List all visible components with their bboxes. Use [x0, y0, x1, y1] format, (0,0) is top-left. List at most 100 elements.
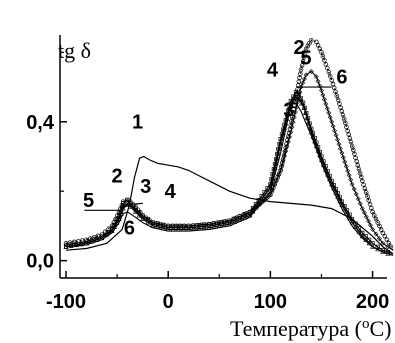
- series-4-point: [298, 100, 305, 106]
- series-4-point: [302, 110, 309, 115]
- series-4-point: [301, 105, 307, 110]
- series-2-point: [361, 182, 366, 187]
- series-4-point: [341, 206, 348, 212]
- series-5-point: [319, 88, 324, 93]
- series-5-point: [278, 167, 284, 173]
- series-4-point: [339, 202, 345, 207]
- series-5-point: [313, 74, 319, 80]
- series-number-label: 1: [132, 112, 143, 134]
- series-5-point: [276, 172, 282, 178]
- series-number-label: 4: [267, 60, 279, 82]
- series-number-label: 2: [293, 37, 304, 59]
- x-tick-label: 100: [254, 291, 287, 313]
- series-5-point: [267, 192, 273, 198]
- series-2-point: [314, 39, 319, 45]
- series-5-point: [370, 226, 376, 232]
- series-2-point: [317, 46, 323, 52]
- series-5-point: [99, 233, 105, 239]
- series-5-point: [308, 68, 314, 74]
- series-5-point: [366, 218, 371, 224]
- series-number-label: 6: [336, 67, 347, 89]
- series-4-point: [140, 216, 146, 221]
- series-2-point: [363, 190, 369, 195]
- series-4-point: [305, 119, 311, 125]
- series-5-point: [326, 110, 332, 116]
- series-4-point: [145, 219, 151, 225]
- series-4-point: [352, 224, 359, 229]
- series-5-point: [257, 201, 263, 207]
- series-5-point: [349, 181, 355, 187]
- series-5-point: [120, 204, 126, 210]
- series-2-point: [309, 37, 314, 43]
- series-2-point: [330, 81, 336, 87]
- series-number-label: 3: [283, 100, 294, 122]
- series-5-point: [335, 137, 340, 143]
- series-5-point: [191, 224, 197, 230]
- series-2-point: [378, 227, 384, 232]
- series-5-point: [355, 196, 361, 202]
- series-2-point: [377, 223, 382, 229]
- series-2-point: [322, 58, 327, 63]
- series-2-point: [315, 43, 321, 48]
- series-5-point: [145, 218, 151, 224]
- series-2-point: [351, 147, 356, 153]
- series-2-point: [358, 174, 364, 180]
- series-2-point: [384, 237, 390, 243]
- series-5-point: [368, 222, 373, 228]
- series-5-point: [272, 182, 277, 188]
- series-5-point: [124, 200, 130, 206]
- series-4-point: [273, 160, 279, 165]
- series-5-point: [315, 78, 321, 84]
- series-4-point: [304, 114, 310, 120]
- series-5-point: [321, 97, 327, 102]
- series-2-point: [370, 209, 375, 215]
- series-5-point: [343, 163, 349, 169]
- series-5-point: [160, 224, 166, 229]
- series-2-point: [348, 139, 354, 145]
- series-5-point: [385, 244, 391, 250]
- series-5-point: [78, 239, 84, 245]
- series-5-point: [242, 213, 248, 219]
- series-2-point: [382, 234, 388, 239]
- series-2-point: [380, 230, 386, 236]
- series-4-point: [279, 135, 285, 140]
- series-2-point: [319, 50, 324, 55]
- series-2-point: [365, 194, 370, 199]
- x-tick-label: 200: [356, 291, 389, 313]
- series-5-point: [289, 124, 295, 130]
- series-5-point: [353, 191, 359, 197]
- series-number-label: 5: [83, 190, 94, 212]
- series-5-point: [155, 222, 161, 228]
- series-2-point: [338, 105, 343, 110]
- series-5-point: [111, 222, 117, 228]
- series-5-point: [357, 201, 363, 207]
- series-5-point: [295, 99, 301, 105]
- series-5-point: [104, 230, 110, 236]
- series-2-point: [366, 198, 371, 203]
- x-axis-label-unit: C): [369, 316, 391, 341]
- x-axis-label-degree: o: [362, 316, 370, 332]
- series-6: [65, 101, 394, 256]
- series-5-point: [150, 221, 156, 227]
- series-5-point: [283, 148, 289, 154]
- series-4-point: [280, 130, 286, 135]
- series-5-point: [285, 139, 291, 145]
- series-number-label: 3: [140, 176, 151, 198]
- series-4-point: [275, 149, 281, 155]
- series-5-point: [63, 242, 69, 248]
- series-5-point: [300, 80, 306, 86]
- series-2-point: [354, 159, 359, 164]
- series-5-point: [118, 209, 124, 215]
- series-4-point: [68, 243, 74, 248]
- series-5: [63, 68, 394, 251]
- series-5-point: [181, 225, 186, 231]
- series-2-point: [344, 124, 349, 130]
- series-5-point: [280, 158, 286, 164]
- series-5-point: [380, 240, 386, 246]
- series-5-point: [261, 198, 267, 204]
- series-4-point: [276, 144, 283, 150]
- x-tick-label: -100: [46, 291, 86, 313]
- series-2-point: [326, 69, 332, 75]
- series-5-point: [83, 239, 89, 245]
